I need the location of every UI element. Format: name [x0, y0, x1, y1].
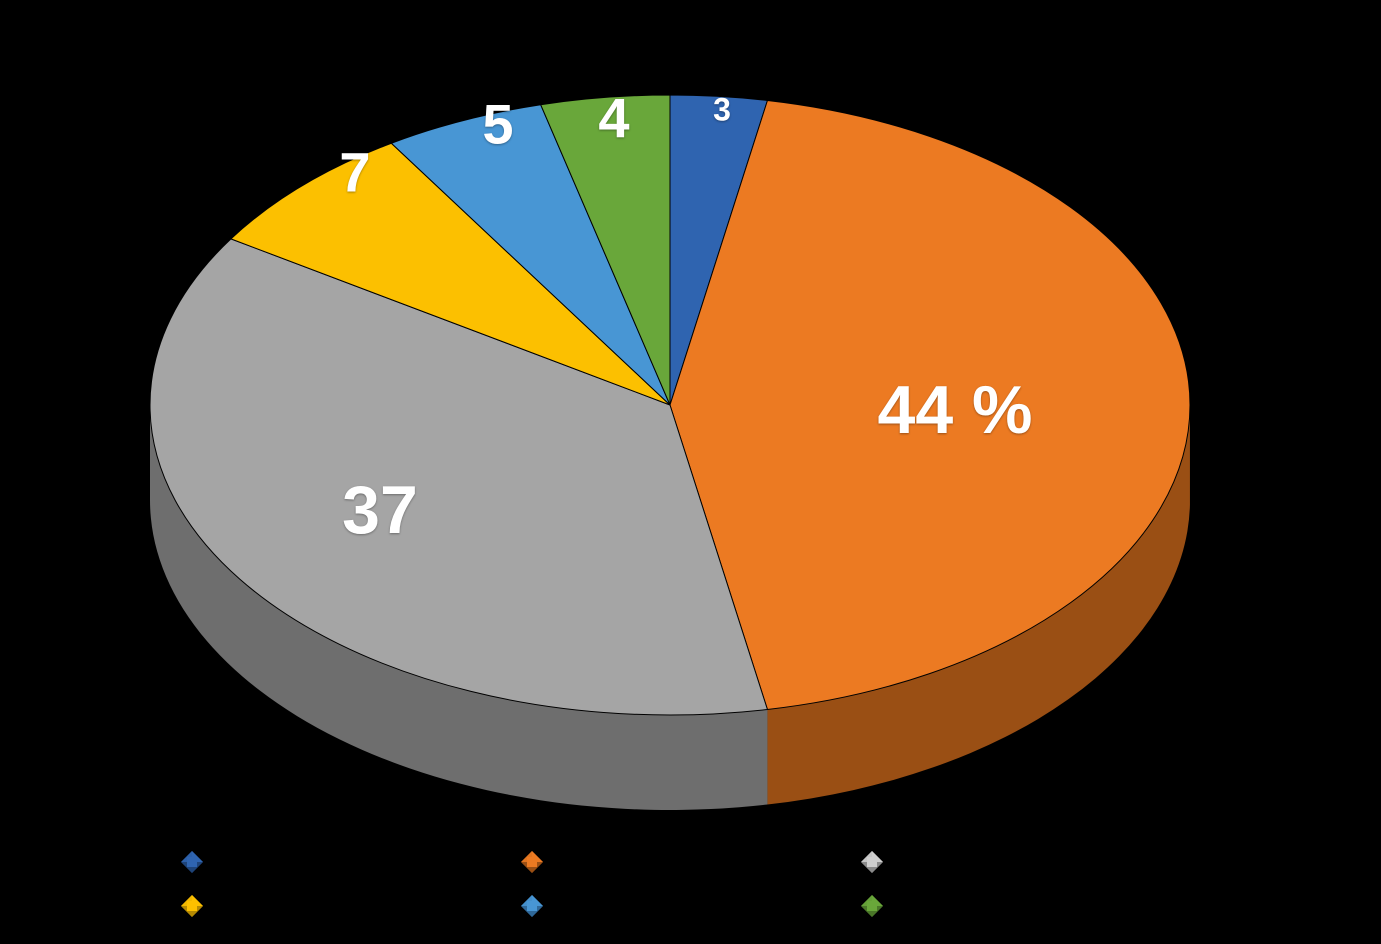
- legend-marker-icon: [520, 894, 544, 918]
- slice-label-s3: 37: [342, 471, 418, 549]
- slice-label-s1: 3: [713, 92, 731, 129]
- slice-label-s4: 7: [339, 140, 370, 205]
- slice-label-s6: 4: [598, 86, 629, 151]
- slice-label-s5: 5: [482, 92, 513, 157]
- slice-label-s2: 44 %: [878, 371, 1033, 449]
- pie-chart: [0, 0, 1381, 944]
- legend-item: [860, 840, 1200, 884]
- legend-marker-icon: [860, 850, 884, 874]
- legend-marker-icon: [180, 894, 204, 918]
- legend-item: [180, 840, 520, 884]
- legend-item: [520, 884, 860, 928]
- legend-item: [180, 884, 520, 928]
- legend: [180, 840, 1200, 928]
- legend-item: [520, 840, 860, 884]
- legend-marker-icon: [860, 894, 884, 918]
- legend-marker-icon: [180, 850, 204, 874]
- legend-item: [860, 884, 1200, 928]
- chart-stage: 3 44 % 37 7 5 4: [0, 0, 1381, 944]
- legend-marker-icon: [520, 850, 544, 874]
